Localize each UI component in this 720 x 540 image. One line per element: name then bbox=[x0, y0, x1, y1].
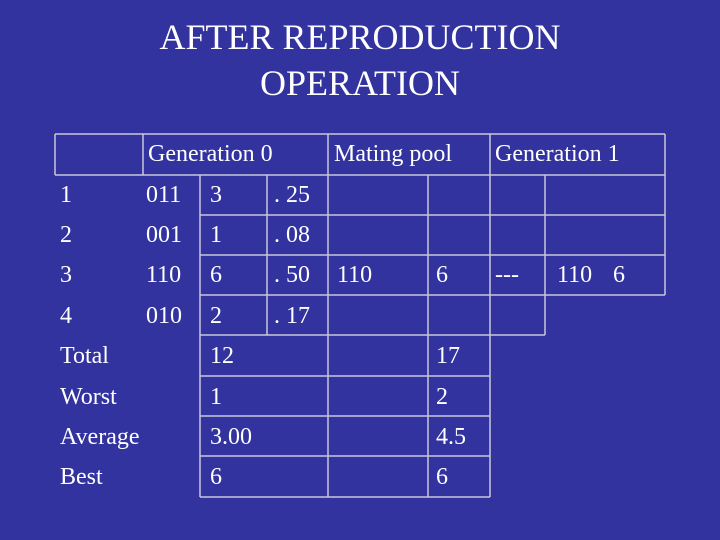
row-3-pool-fitness: 6 bbox=[436, 262, 448, 288]
title-line-1: AFTER REPRODUCTION bbox=[159, 17, 561, 57]
slide-title: AFTER REPRODUCTION OPERATION bbox=[0, 14, 720, 106]
row-1-string: 011 bbox=[146, 182, 182, 208]
row-4-probability: . 17 bbox=[274, 303, 310, 329]
summary-best-gen0: 6 bbox=[210, 464, 222, 490]
row-2-string: 001 bbox=[146, 222, 182, 248]
summary-average-gen1: 4.5 bbox=[436, 424, 466, 450]
header-generation-1: Generation 1 bbox=[495, 141, 620, 167]
summary-average-label: Average bbox=[60, 424, 140, 450]
summary-best-gen1: 6 bbox=[436, 464, 448, 490]
row-3-gen1-string: 110 bbox=[557, 262, 593, 288]
summary-worst-gen0: 1 bbox=[210, 384, 222, 410]
row-3-pool-string: 110 bbox=[337, 262, 373, 288]
row-1-fitness: 3 bbox=[210, 182, 222, 208]
summary-total-label: Total bbox=[60, 343, 109, 369]
summary-total-gen0: 12 bbox=[210, 343, 234, 369]
row-3-fitness: 6 bbox=[210, 262, 222, 288]
row-4-id: 4 bbox=[60, 303, 72, 329]
row-3-probability: . 50 bbox=[274, 262, 310, 288]
row-2-fitness: 1 bbox=[210, 222, 222, 248]
row-2-probability: . 08 bbox=[274, 222, 310, 248]
row-1-probability: . 25 bbox=[274, 182, 310, 208]
summary-average-gen0: 3.00 bbox=[210, 424, 252, 450]
row-4-fitness: 2 bbox=[210, 303, 222, 329]
row-3-gen1-dashes: --- bbox=[495, 262, 519, 288]
row-3-string: 110 bbox=[146, 262, 182, 288]
header-generation-0: Generation 0 bbox=[148, 141, 273, 167]
summary-worst-gen1: 2 bbox=[436, 384, 448, 410]
row-2-id: 2 bbox=[60, 222, 72, 248]
summary-total-gen1: 17 bbox=[436, 343, 460, 369]
row-3-id: 3 bbox=[60, 262, 72, 288]
summary-best-label: Best bbox=[60, 464, 103, 490]
row-4-string: 010 bbox=[146, 303, 182, 329]
header-mating-pool: Mating pool bbox=[334, 141, 452, 167]
summary-worst-label: Worst bbox=[60, 384, 117, 410]
title-line-2: OPERATION bbox=[259, 63, 460, 103]
row-1-id: 1 bbox=[60, 182, 72, 208]
row-3-gen1-fitness: 6 bbox=[613, 262, 625, 288]
